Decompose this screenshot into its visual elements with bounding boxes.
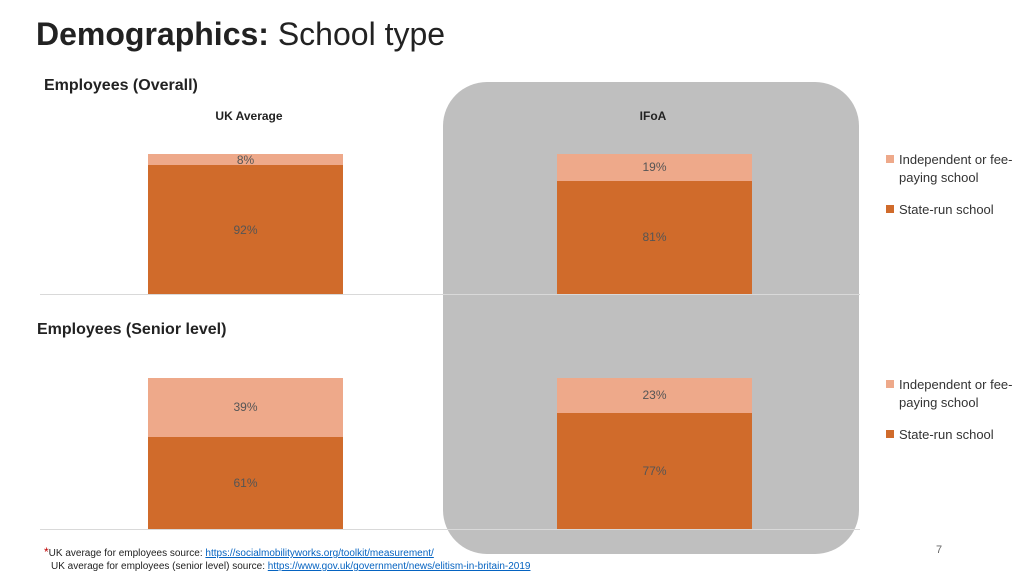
bar-ifoa-independent: [557, 154, 752, 181]
data-label-ifoa-independent: 23%: [642, 388, 667, 403]
footnote-line1-text: UK average for employees source:: [48, 548, 206, 559]
bar-uk-average-independent: [148, 378, 343, 437]
bar-uk-average-independent: [148, 154, 343, 166]
chart-overall-legend: Independent or fee-paying school State-r…: [886, 151, 1016, 233]
data-label-uk-average-state-run: 61%: [233, 475, 258, 490]
footnote-line-1: *UK average for employees source: https:…: [44, 546, 530, 560]
data-label-uk-average-state-run: 92%: [233, 222, 258, 237]
chart-title-overall: Employees (Overall): [44, 77, 198, 94]
footnote-line2-text: UK average for employees (senior level) …: [51, 561, 268, 572]
data-label-uk-average-independent: 39%: [233, 400, 258, 415]
legend-label-independent: Independent or fee-paying school: [899, 152, 1013, 185]
data-label-ifoa-state-run: 77%: [642, 463, 667, 478]
legend-label-state-run: State-run school: [899, 427, 994, 442]
legend-item-independent: Independent or fee-paying school: [886, 151, 1016, 187]
bar-uk-average-state-run: [148, 165, 343, 294]
legend-item-state-run: State-run school: [886, 201, 1016, 219]
bar-ifoa-state-run: [557, 180, 752, 294]
category-label-uk-average: UK Average: [215, 109, 283, 123]
footnote-line-2: UK average for employees (senior level) …: [44, 560, 530, 573]
legend-item-state-run: State-run school: [886, 426, 1016, 444]
footnote-link-gov-uk[interactable]: https://www.gov.uk/government/news/eliti…: [267, 561, 531, 572]
legend-label-state-run: State-run school: [899, 202, 994, 217]
chart-title-senior: Employees (Senior level): [37, 321, 227, 338]
legend-swatch-state-run: [886, 430, 894, 438]
title-bold: Demographics:: [36, 16, 269, 52]
legend-item-independent: Independent or fee-paying school: [886, 376, 1016, 412]
bar-uk-average-state-run: [148, 436, 343, 529]
bar-ifoa-state-run: [557, 412, 752, 529]
chart-senior-legend: Independent or fee-paying school State-r…: [886, 376, 1016, 458]
data-label-uk-average-independent: 8%: [236, 152, 255, 167]
footnote-marker: *: [44, 545, 49, 559]
title-rest: School type: [277, 16, 446, 52]
bar-ifoa-independent: [557, 378, 752, 413]
legend-swatch-independent: [886, 380, 894, 388]
legend-swatch-independent: [886, 155, 894, 163]
legend-swatch-state-run: [886, 205, 894, 213]
data-label-ifoa-independent: 19%: [642, 160, 667, 175]
category-label-ifoa: IFoA: [639, 109, 667, 123]
data-label-ifoa-state-run: 81%: [642, 230, 667, 245]
chart-senior-axis: [40, 529, 860, 530]
legend-label-independent: Independent or fee-paying school: [899, 377, 1013, 410]
footnote: *UK average for employees source: https:…: [44, 546, 530, 573]
footnote-link-socialmobility[interactable]: https://socialmobilityworks.org/toolkit/…: [205, 548, 434, 559]
chart-overall-axis: [40, 294, 860, 295]
page-title: Demographics: School type: [36, 16, 445, 53]
page-number: 7: [936, 544, 943, 556]
